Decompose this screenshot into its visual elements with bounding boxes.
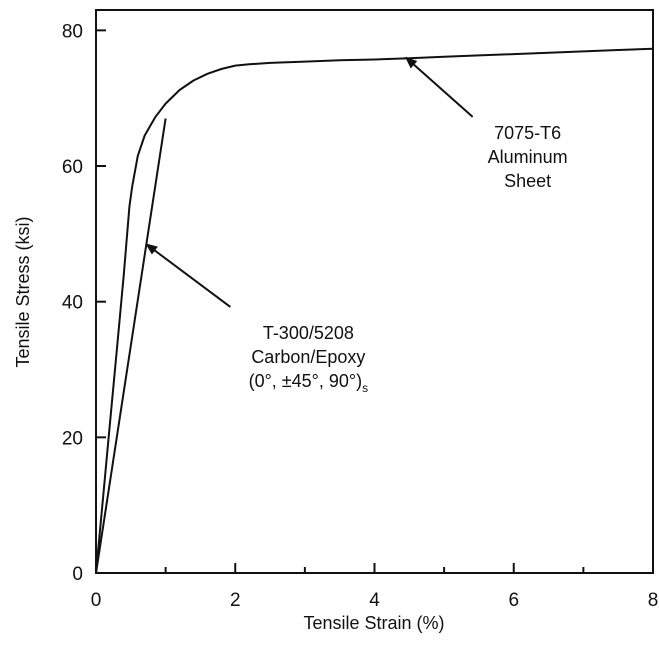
x-tick-label: 8 <box>648 590 659 611</box>
x-tick-label: 2 <box>230 590 241 611</box>
data-series <box>95 47 654 574</box>
axis-ticks <box>95 29 654 574</box>
plot-frame <box>95 9 654 574</box>
x-tick-label: 0 <box>91 590 102 611</box>
y-tick-label: 40 <box>62 293 83 314</box>
x-tick-label: 6 <box>508 590 519 611</box>
y-tick-label: 80 <box>62 21 83 42</box>
y-tick-label: 0 <box>72 564 83 585</box>
carbon-epoxy-label: T-300/5208 <box>263 323 354 343</box>
y-tick-label: 60 <box>62 157 83 178</box>
aluminum-label: Aluminum <box>488 147 568 167</box>
y-axis-title: Tensile Stress (ksi) <box>13 216 33 367</box>
carbon-epoxy-label: (0°, ±45°, 90°)s <box>249 371 369 395</box>
aluminum-label: Sheet <box>504 171 551 191</box>
carbon-epoxy-line <box>95 118 167 574</box>
carbon-epoxy-arrow <box>145 243 231 308</box>
aluminum-label: 7075-T6 <box>494 123 561 143</box>
carbon-epoxy-label: Carbon/Epoxy <box>251 347 365 367</box>
annotations: 7075-T6 Aluminum Sheet T-300/5208 Carbon/Epo… <box>145 56 568 395</box>
aluminum-curve <box>95 47 654 574</box>
x-tick-label: 4 <box>369 590 380 611</box>
aluminum-arrow <box>405 56 474 118</box>
x-axis-title: Tensile Strain (%) <box>303 613 444 633</box>
y-tick-label: 20 <box>62 428 83 449</box>
